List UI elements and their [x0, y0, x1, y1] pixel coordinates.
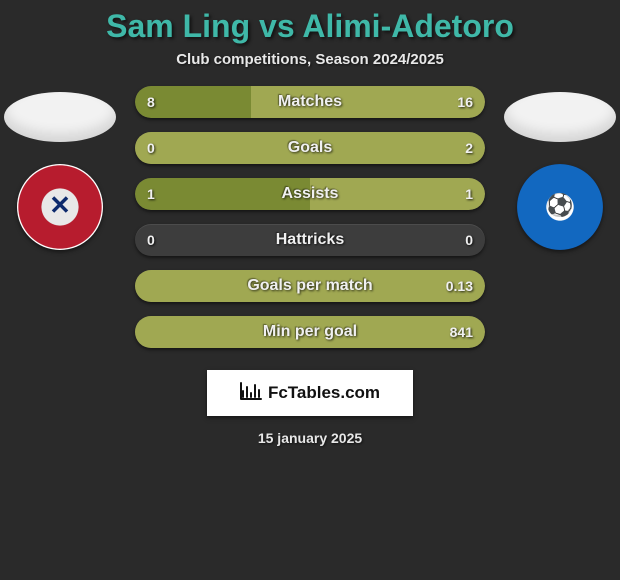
branding-text: FcTables.com [268, 383, 380, 403]
stat-bar-row: 0 0Hattricks [135, 224, 485, 256]
stat-bar-fill-right [135, 270, 485, 302]
stat-bar-row: 0.13Goals per match [135, 270, 485, 302]
player-right-silhouette [504, 92, 616, 142]
stat-bar-fill-right [310, 178, 485, 210]
player-right-slot [500, 86, 620, 250]
player-left-crest-icon [17, 164, 103, 250]
player-left-slot [0, 86, 120, 250]
stat-label: Hattricks [135, 224, 485, 256]
stat-bar-fill-left [135, 86, 251, 118]
subtitle: Club competitions, Season 2024/2025 [0, 51, 620, 68]
comparison-arena: 816Matches 02Goals 11Assists 0 0Hattricks 0.1… [0, 86, 620, 356]
branding-badge[interactable]: FcTables.com [207, 370, 413, 416]
stat-bar-row: 02Goals [135, 132, 485, 164]
stat-bar-fill-right [135, 132, 485, 164]
chart-icon [240, 382, 262, 405]
stat-bar-row: 816Matches [135, 86, 485, 118]
stat-bar-fill-right [135, 316, 485, 348]
stat-value-left: 0 [147, 224, 155, 256]
stat-bar-fill-left [135, 178, 310, 210]
stat-bars: 816Matches 02Goals 11Assists 0 0Hattricks 0.1… [135, 86, 485, 362]
stat-bar-row: 841Min per goal [135, 316, 485, 348]
stat-bar-row: 11Assists [135, 178, 485, 210]
date-text: 15 january 2025 [0, 430, 620, 446]
player-right-crest-icon [517, 164, 603, 250]
stat-bar-fill-right [251, 86, 486, 118]
page-title: Sam Ling vs Alimi-Adetoro [0, 0, 620, 45]
stat-value-right: 0 [465, 224, 473, 256]
player-left-silhouette [4, 92, 116, 142]
